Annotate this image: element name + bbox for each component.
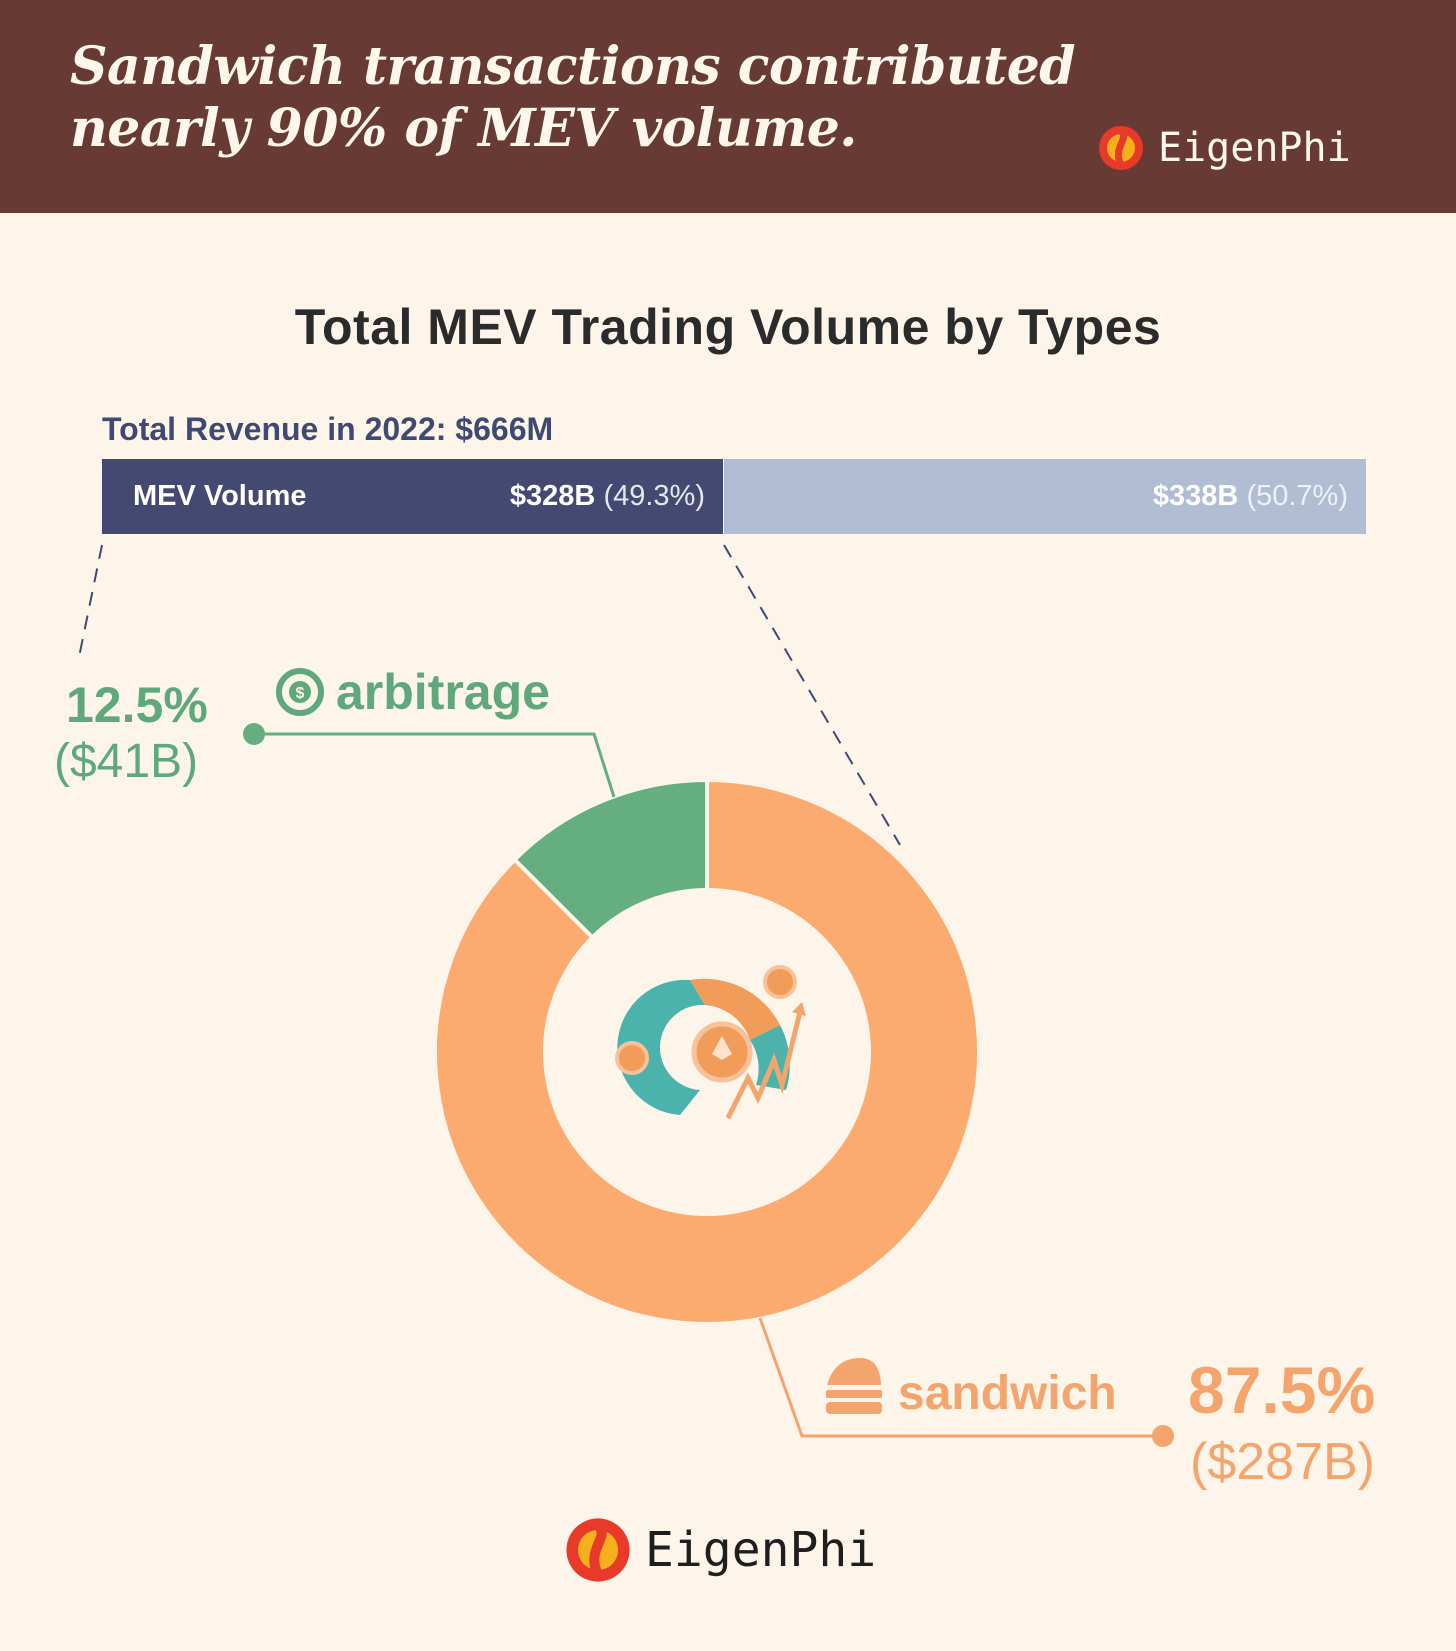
sandwich-label: sandwich <box>898 1367 1117 1420</box>
revenue-label: Total Revenue in 2022: $666M <box>102 411 554 447</box>
sandwich-leader-line <box>758 1317 1163 1438</box>
mev-volume-label: MEV Volume <box>133 480 307 512</box>
brand-logo-footer: EigenPhi <box>565 1517 876 1583</box>
connector-line-right <box>723 544 901 846</box>
eigenphi-logo-icon <box>1099 126 1143 170</box>
revenue-bar-mev: MEV Volume $328B (49.3%) <box>102 459 723 534</box>
other-pct-text: (50.7%) <box>1246 480 1348 512</box>
sandwich-icon <box>826 1358 882 1414</box>
headline: Sandwich transactions contributed nearly… <box>70 36 1130 160</box>
brand-name: EigenPhi <box>1158 125 1351 171</box>
brand-logo-header: EigenPhi <box>1098 125 1351 171</box>
header-banner <box>0 0 1456 213</box>
eigenphi-logo-icon <box>566 1518 630 1582</box>
donut-slice-arbitrage <box>511 777 709 941</box>
sandwich-percent: 87.5% <box>1188 1353 1376 1427</box>
arbitrage-label: arbitrage <box>336 664 550 720</box>
center-illustration-icon <box>615 965 806 1120</box>
chart-title: Total MEV Trading Volume by Types <box>294 299 1162 355</box>
arbitrage-leader-line <box>254 732 616 798</box>
headline-line-1: Sandwich transactions contributed <box>70 36 1076 97</box>
arbitrage-percent: 12.5% <box>66 677 208 733</box>
headline-line-2: nearly 90% of MEV volume. <box>70 98 857 159</box>
mev-pct-text: (49.3%) <box>603 480 705 512</box>
dollar-exchange-icon: $ <box>276 668 324 716</box>
arbitrage-leader-dot <box>243 723 265 745</box>
brand-name-footer: EigenPhi <box>645 1522 877 1578</box>
connector-line-left <box>77 544 103 663</box>
arbitrage-amount: ($41B) <box>54 735 199 788</box>
donut-slice-sandwich <box>433 777 981 1326</box>
other-volume-value: $338B (50.7%) <box>1153 480 1348 513</box>
sandwich-amount: ($287B) <box>1190 1433 1375 1491</box>
mev-volume-value: $328B (49.3%) <box>510 480 705 513</box>
other-value-text: $338B <box>1152 480 1239 512</box>
donut-slices <box>433 777 981 1326</box>
revenue-bar-other: $338B (50.7%) <box>724 459 1366 534</box>
sandwich-leader-dot <box>1152 1425 1174 1447</box>
mev-value-text: $328B <box>509 480 596 512</box>
svg-text:$: $ <box>296 685 305 702</box>
